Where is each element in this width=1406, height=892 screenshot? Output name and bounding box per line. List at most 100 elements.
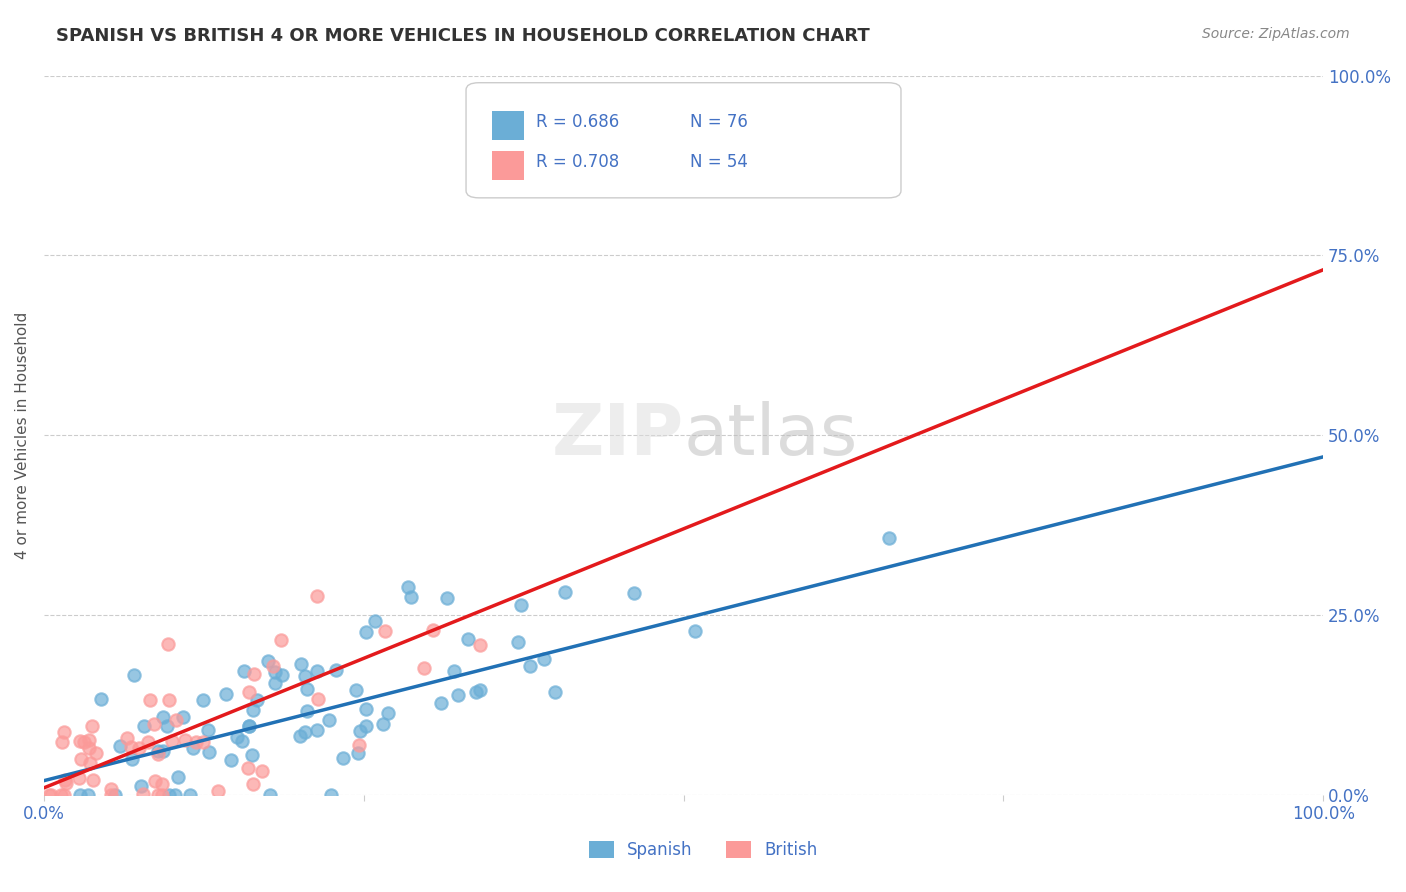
British <box>143 774 166 789</box>
Spanish <box>506 634 529 648</box>
British <box>146 747 169 762</box>
Spanish <box>104 788 127 802</box>
Spanish <box>166 771 188 785</box>
Spanish <box>305 723 328 738</box>
Spanish <box>122 668 145 682</box>
Spanish <box>152 710 174 724</box>
British <box>174 733 197 747</box>
Spanish <box>295 704 318 718</box>
Spanish <box>198 745 221 759</box>
Spanish <box>159 788 181 802</box>
Spanish <box>219 753 242 767</box>
Spanish <box>259 788 281 802</box>
Spanish <box>436 591 458 605</box>
Spanish <box>307 665 329 679</box>
British <box>157 693 180 707</box>
Spanish <box>325 663 347 677</box>
Spanish <box>77 788 100 802</box>
British <box>100 788 122 802</box>
Spanish <box>354 719 377 733</box>
British <box>82 719 104 733</box>
British <box>70 752 93 766</box>
Spanish <box>544 684 567 698</box>
Spanish <box>156 718 179 732</box>
Text: N = 76: N = 76 <box>690 113 748 131</box>
Spanish <box>214 687 236 701</box>
Spanish <box>270 667 292 681</box>
British <box>53 772 76 787</box>
British <box>38 788 60 802</box>
Spanish <box>294 725 316 739</box>
British <box>79 756 101 770</box>
Spanish <box>318 713 340 727</box>
British <box>468 638 491 652</box>
British <box>150 788 173 802</box>
British <box>242 777 264 791</box>
British <box>422 623 444 637</box>
Spanish <box>172 710 194 724</box>
British <box>120 739 142 754</box>
British <box>84 746 107 760</box>
British <box>143 717 166 731</box>
Spanish <box>683 624 706 639</box>
Spanish <box>263 665 285 679</box>
British <box>132 787 155 801</box>
Spanish <box>354 702 377 716</box>
British <box>207 784 229 798</box>
Spanish <box>344 683 367 698</box>
British <box>146 788 169 802</box>
Spanish <box>257 654 280 668</box>
Spanish <box>554 584 576 599</box>
Text: R = 0.686: R = 0.686 <box>537 113 620 131</box>
British <box>77 740 100 755</box>
British <box>160 733 183 747</box>
Spanish <box>519 659 541 673</box>
Spanish <box>238 719 260 733</box>
Spanish <box>226 731 249 745</box>
Spanish <box>295 681 318 696</box>
Spanish <box>468 683 491 698</box>
Spanish <box>364 614 387 628</box>
British <box>73 735 96 749</box>
Spanish <box>399 590 422 604</box>
British <box>55 776 77 790</box>
British <box>349 739 371 753</box>
British <box>156 637 179 651</box>
Spanish <box>347 746 370 760</box>
Spanish <box>290 657 312 671</box>
Spanish <box>152 744 174 758</box>
British <box>136 735 159 749</box>
Spanish <box>373 716 395 731</box>
British <box>250 764 273 778</box>
British <box>69 734 91 748</box>
Spanish <box>191 692 214 706</box>
Spanish <box>134 719 156 733</box>
British <box>150 776 173 790</box>
Spanish <box>533 651 555 665</box>
Legend: Spanish, British: Spanish, British <box>582 834 824 866</box>
Spanish <box>294 669 316 683</box>
Spanish <box>319 788 342 802</box>
Spanish <box>231 733 253 747</box>
British <box>52 724 75 739</box>
British <box>67 771 90 785</box>
British <box>165 713 187 727</box>
Spanish <box>443 665 465 679</box>
British <box>412 661 434 675</box>
Text: atlas: atlas <box>683 401 858 470</box>
British <box>238 685 260 699</box>
British <box>184 735 207 749</box>
British <box>307 691 329 706</box>
British <box>139 692 162 706</box>
FancyBboxPatch shape <box>465 83 901 198</box>
British <box>191 734 214 748</box>
British <box>77 732 100 747</box>
British <box>305 589 328 603</box>
Spanish <box>332 750 354 764</box>
Spanish <box>90 692 112 706</box>
Spanish <box>263 676 285 690</box>
Spanish <box>163 788 186 802</box>
Spanish <box>233 665 256 679</box>
Spanish <box>354 625 377 640</box>
British <box>374 624 396 639</box>
